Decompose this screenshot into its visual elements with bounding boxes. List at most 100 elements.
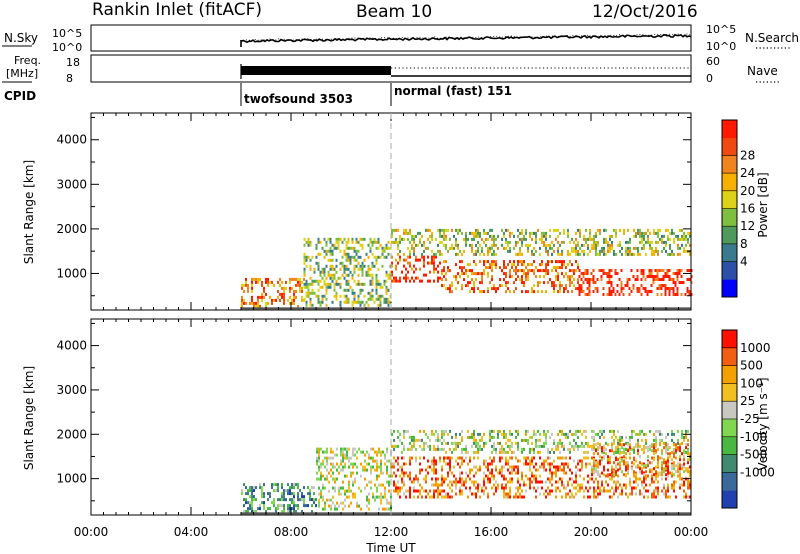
echo-pixel [567, 462, 569, 466]
echo-pixel [259, 295, 261, 299]
echo-pixel [439, 231, 441, 235]
echo-pixel [345, 297, 348, 301]
echo-pixel [543, 462, 545, 466]
echo-pixel [623, 473, 625, 477]
power-ylabel: Slant Range [km] [22, 160, 36, 264]
echo-pixel [437, 279, 439, 283]
echo-pixel [639, 234, 641, 238]
echo-pixel [333, 243, 336, 247]
echo-pixel [319, 300, 322, 304]
echo-pixel [645, 231, 647, 235]
echo-pixel [613, 441, 615, 445]
echo-pixel [578, 284, 581, 287]
echo-pixel [473, 234, 475, 238]
echo-pixel [585, 240, 587, 244]
echo-pixel [473, 290, 475, 294]
echo-pixel [289, 301, 291, 305]
echo-pixel [437, 447, 439, 451]
echo-pixel [609, 246, 611, 250]
echo-pixel [578, 275, 581, 278]
echo-pixel [455, 492, 457, 496]
echo-pixel [553, 284, 555, 288]
echo-pixel [525, 438, 527, 442]
echo-pixel [469, 477, 471, 481]
echo-pixel [599, 252, 601, 256]
echo-pixel [425, 273, 427, 277]
echo-pixel [513, 290, 515, 294]
echo-pixel [343, 249, 346, 253]
echo-pixel [665, 459, 667, 463]
echo-pixel [449, 429, 451, 433]
echo-pixel [597, 228, 599, 232]
echo-pixel [631, 489, 633, 493]
echo-pixel [509, 477, 511, 481]
echo-pixel [317, 267, 320, 271]
echo-pixel [451, 471, 453, 475]
echo-pixel [631, 486, 633, 490]
echo-pixel [565, 462, 567, 466]
echo-pixel [539, 269, 541, 273]
echo-pixel [612, 290, 615, 293]
echo-pixel [519, 495, 521, 499]
echo-pixel [539, 450, 541, 454]
echo-pixel [347, 297, 350, 301]
echo-pixel [473, 252, 475, 256]
echo-pixel [635, 231, 637, 235]
echo-pixel [483, 480, 485, 484]
echo-pixel [495, 252, 497, 256]
echo-pixel [617, 450, 619, 454]
echo-pixel [343, 294, 346, 298]
echo-pixel [675, 464, 677, 468]
echo-pixel [653, 467, 655, 471]
echo-pixel [451, 284, 453, 288]
echo-pixel [525, 275, 527, 279]
echo-pixel [417, 477, 419, 481]
echo-pixel [419, 492, 421, 496]
echo-pixel [437, 483, 439, 487]
echo-pixel [579, 468, 581, 472]
echo-pixel [631, 432, 633, 436]
echo-pixel [677, 447, 679, 451]
echo-pixel [491, 474, 493, 478]
echo-pixel [505, 459, 507, 463]
echo-pixel [511, 266, 513, 270]
echo-pixel [676, 275, 679, 278]
echo-pixel [297, 277, 299, 281]
echo-pixel [513, 468, 515, 472]
echo-pixel [485, 459, 487, 463]
echo-pixel [387, 252, 390, 256]
echo-pixel [407, 261, 409, 265]
echo-pixel [427, 492, 429, 496]
echo-pixel [582, 275, 585, 278]
echo-pixel [281, 510, 283, 514]
echo-pixel [399, 489, 401, 493]
echo-pixel [505, 275, 507, 279]
echo-pixel [633, 456, 635, 460]
echo-pixel [639, 492, 641, 496]
echo-pixel [241, 298, 243, 302]
echo-pixel [245, 510, 247, 514]
echo-pixel [291, 492, 293, 496]
echo-pixel [355, 264, 358, 268]
echo-pixel [263, 504, 265, 508]
echo-pixel [375, 297, 378, 301]
echo-pixel [567, 432, 569, 436]
echo-pixel [339, 267, 342, 271]
echo-pixel [575, 432, 577, 436]
echo-pixel [305, 255, 308, 259]
echo-pixel [547, 456, 549, 460]
echo-pixel [583, 450, 585, 454]
echo-pixel [364, 486, 366, 490]
echo-pixel [343, 264, 346, 268]
echo-pixel [283, 495, 285, 499]
echo-pixel [523, 495, 525, 499]
echo-pixel [377, 237, 380, 241]
echo-pixel [485, 237, 487, 241]
echo-pixel [567, 228, 569, 232]
echo-pixel [511, 263, 513, 267]
echo-pixel [509, 260, 511, 264]
echo-pixel [403, 483, 405, 487]
echo-pixel [330, 504, 332, 508]
echo-pixel [376, 486, 378, 490]
echo-pixel [551, 474, 553, 478]
